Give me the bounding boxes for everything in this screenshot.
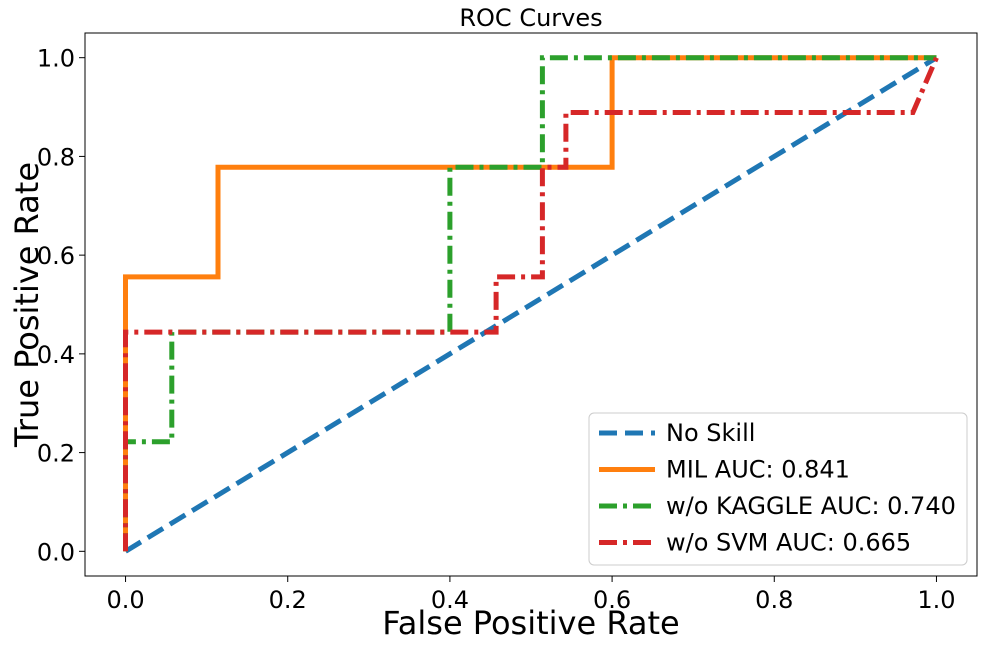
y-axis-label: True Positive Rate <box>8 162 46 448</box>
x-tick-label: 0.6 <box>593 586 631 614</box>
series-line-1 <box>124 55 938 554</box>
legend-label: w/o SVM AUC: 0.665 <box>666 529 911 557</box>
x-tick-label: 0.2 <box>269 586 307 614</box>
ticks-layer: 0.0 0.2 0.4 0.6 0.8 1.0 0.0 0.2 0.4 0.6 0.8 1.0 <box>37 45 956 614</box>
legend-label: No Skill <box>666 419 755 447</box>
y-tick-label: 1.0 <box>37 45 75 73</box>
series-layer <box>123 55 939 554</box>
y-tick-label: 0.0 <box>37 538 75 566</box>
y-tick-label: 0.6 <box>37 242 75 270</box>
y-tick-label: 0.2 <box>37 440 75 468</box>
x-tick-label: 0.8 <box>755 586 793 614</box>
x-tick-label: 0.0 <box>106 586 144 614</box>
x-axis-label: False Positive Rate <box>382 604 679 642</box>
y-tick-label: 0.4 <box>37 341 75 369</box>
series-line-2 <box>123 55 937 552</box>
legend-box <box>588 412 968 566</box>
legend-label: w/o KAGGLE AUC: 0.740 <box>666 492 956 520</box>
legend-label: MIL AUC: 0.841 <box>666 456 850 484</box>
x-tick-label: 0.4 <box>431 586 469 614</box>
chart-title: ROC Curves <box>459 4 602 32</box>
x-tick-label: 1.0 <box>917 586 955 614</box>
y-tick-label: 0.8 <box>37 143 75 171</box>
legend: No Skill MIL AUC: 0.841 w/o KAGGLE AUC: 0.… <box>588 412 968 566</box>
plot-frame <box>84 32 978 577</box>
